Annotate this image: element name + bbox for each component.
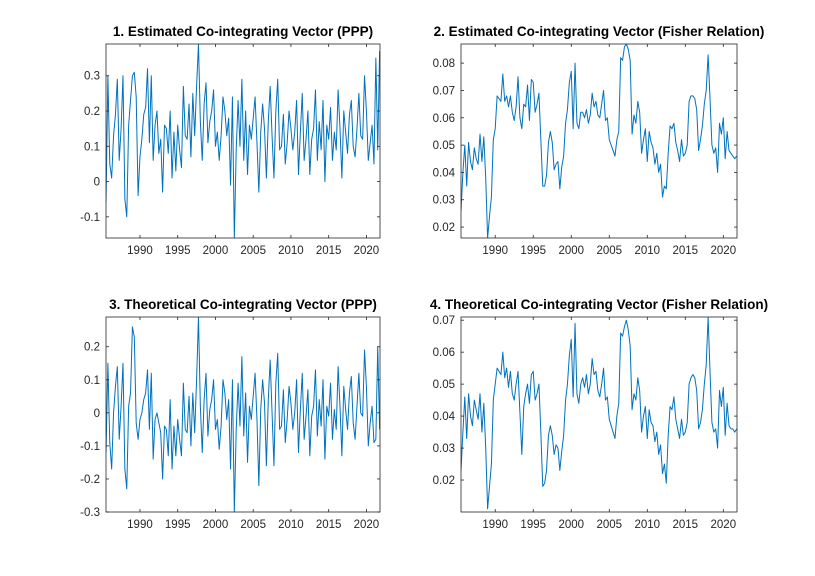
y-tick-label-4-4: 0.06 — [433, 347, 455, 359]
series-line-4 — [461, 317, 737, 510]
x-tick-label-1-3: 2005 — [240, 245, 266, 257]
x-tick-label-2-3: 2005 — [596, 245, 622, 257]
x-tick-label-3-2: 2000 — [203, 519, 229, 531]
x-tick-label-1-0: 1990 — [127, 245, 153, 257]
subplot-1: 1990 1995 2000 2005 2010 2015 2020 -0.1 0 0.1 0.2 0… — [80, 24, 381, 257]
y-tick-label-3-4: 0.1 — [84, 375, 100, 387]
x-tick-label-2-0: 1990 — [482, 245, 508, 257]
x-tick-label-3-6: 2020 — [354, 519, 380, 531]
y-tick-label-2-2: 0.04 — [433, 167, 456, 179]
axes-frame-2 — [460, 43, 738, 239]
subplot-4: 1990 1995 2000 2005 2010 2015 2020 0.02 0.03 0.04… — [430, 297, 768, 531]
x-tick-label-3-1: 1995 — [165, 519, 191, 531]
x-tick-label-3-4: 2010 — [278, 519, 304, 531]
chart-title-2: 2. Estimated Co-integrating Vector (Fish… — [434, 24, 765, 39]
plot-area-2 — [461, 44, 737, 238]
y-tick-label-1-3: 0.2 — [84, 106, 100, 118]
chart-title-1: 1. Estimated Co-integrating Vector (PPP) — [113, 24, 373, 39]
x-tick-label-1-1: 1995 — [165, 245, 191, 257]
x-tick-label-4-0: 1990 — [482, 519, 508, 531]
y-tick-label-2-3: 0.05 — [433, 140, 455, 152]
y-tick-label-2-5: 0.07 — [433, 85, 455, 97]
x-tick-label-4-6: 2020 — [711, 519, 737, 531]
y-tick-label-4-1: 0.03 — [433, 443, 455, 455]
y-tick-label-3-1: -0.2 — [80, 474, 100, 486]
x-tick-label-4-4: 2010 — [634, 519, 660, 531]
y-tick-label-1-1: 0 — [94, 177, 100, 189]
axes-frame-4 — [460, 316, 738, 513]
x-tick-label-2-6: 2020 — [711, 245, 737, 257]
y-tick-label-4-2: 0.04 — [433, 411, 456, 423]
subplot-3: 1990 1995 2000 2005 2010 2015 2020 -0.3 -0.2 -0.1… — [80, 297, 381, 531]
x-tick-label-3-5: 2015 — [316, 519, 342, 531]
y-tick-label-2-6: 0.08 — [433, 58, 455, 70]
axes-frame-1 — [105, 43, 381, 239]
y-tick-label-1-0: -0.1 — [80, 212, 100, 224]
x-tick-label-4-3: 2005 — [596, 519, 622, 531]
x-tick-label-3-0: 1990 — [127, 519, 153, 531]
y-tick-label-2-0: 0.02 — [433, 222, 455, 234]
y-tick-label-3-5: 0.2 — [84, 342, 100, 354]
series-line-1 — [106, 44, 380, 238]
y-tick-label-2-1: 0.03 — [433, 195, 455, 207]
y-tick-label-3-0: -0.3 — [80, 507, 100, 519]
axes-frame-3 — [105, 316, 381, 513]
chart-title-4: 4. Theoretical Co-integrating Vector (Fi… — [430, 297, 768, 312]
x-tick-label-1-6: 2020 — [354, 245, 380, 257]
y-tick-label-4-5: 0.07 — [433, 315, 455, 327]
series-line-3 — [106, 317, 380, 512]
chart-title-3: 3. Theoretical Co-integrating Vector (PP… — [109, 297, 377, 312]
x-tick-label-4-2: 2000 — [558, 519, 584, 531]
subplot-2: 1990 1995 2000 2005 2010 2015 2020 0.02 0.03 0.04… — [433, 24, 765, 257]
x-tick-label-1-4: 2010 — [278, 245, 304, 257]
x-tick-label-2-4: 2010 — [634, 245, 660, 257]
y-tick-label-3-2: -0.1 — [80, 441, 100, 453]
x-tick-label-2-5: 2015 — [673, 245, 699, 257]
y-tick-label-1-4: 0.3 — [84, 71, 100, 83]
x-tick-label-4-5: 2015 — [673, 519, 699, 531]
y-tick-label-1-2: 0.1 — [84, 141, 100, 153]
y-tick-label-4-0: 0.02 — [433, 475, 455, 487]
plot-area-4 — [461, 317, 737, 512]
x-tick-label-2-1: 1995 — [520, 245, 546, 257]
y-tick-label-4-3: 0.05 — [433, 379, 455, 391]
x-tick-label-2-2: 2000 — [558, 245, 584, 257]
y-tick-label-3-3: 0 — [94, 408, 100, 420]
x-tick-label-4-1: 1995 — [520, 519, 546, 531]
series-line-2 — [461, 44, 737, 238]
y-tick-label-2-4: 0.06 — [433, 113, 455, 125]
x-tick-label-1-5: 2015 — [316, 245, 342, 257]
x-tick-label-3-3: 2005 — [240, 519, 266, 531]
x-tick-label-1-2: 2000 — [203, 245, 229, 257]
